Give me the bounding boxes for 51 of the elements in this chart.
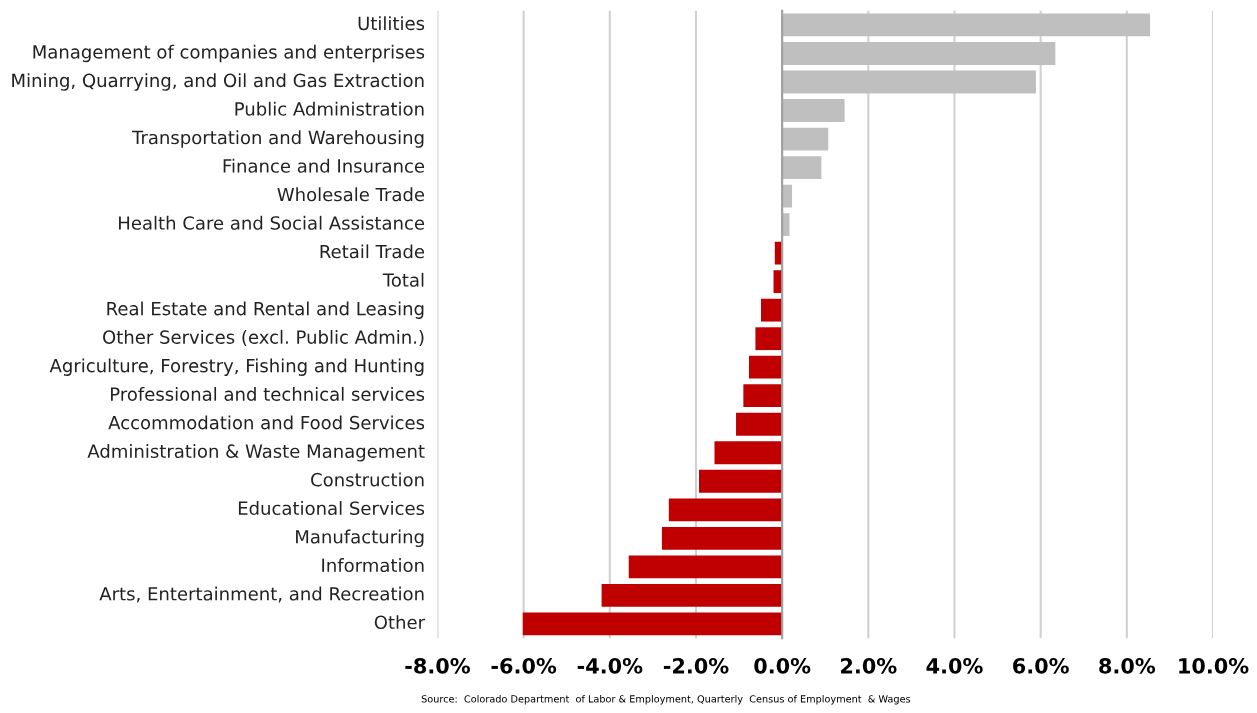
- y-tick-label: Educational Services: [238, 501, 425, 516]
- bar: [522, 612, 783, 636]
- bar: [714, 441, 783, 465]
- bar: [782, 70, 1036, 94]
- bar: [782, 13, 1151, 37]
- y-tick-label: Management of companies and enterprises: [33, 44, 425, 63]
- y-tick-label: Manufacturing: [296, 529, 424, 548]
- y-tick-label: Utilities: [358, 16, 425, 31]
- y-tick-label: Information: [322, 558, 424, 573]
- bar: [736, 412, 783, 436]
- bar: [668, 498, 783, 522]
- bar: [782, 156, 822, 179]
- x-tick-label: -6.0%: [491, 657, 557, 674]
- x-tick-label: -2.0%: [663, 657, 729, 674]
- y-tick-label: Accommodation and Food Services: [108, 415, 425, 430]
- bar: [782, 42, 1056, 65]
- y-tick-label: Finance and Insurance: [223, 158, 425, 173]
- y-tick-label: Real Estate and Rental and Leasing: [107, 301, 424, 319]
- bar: [661, 526, 783, 550]
- bar: [743, 384, 783, 408]
- x-tick-label: 10.0%: [1179, 657, 1249, 674]
- x-tick-label: -8.0%: [405, 657, 470, 674]
- bar: [748, 355, 783, 379]
- bar: [761, 298, 783, 322]
- y-tick-label: Arts, Entertainment, and Recreation: [99, 586, 424, 603]
- x-tick-label: 6.0%: [1013, 657, 1069, 674]
- y-tick-label: Other: [374, 615, 426, 630]
- y-tick-label: Retail Trade: [320, 244, 425, 259]
- x-tick-label: 2.0%: [841, 657, 897, 674]
- x-tick-label: 0.0%: [754, 657, 811, 674]
- y-tick-label: Public Administration: [235, 101, 424, 116]
- y-tick-label: Agriculture, Forestry, Fishing and Hunting: [49, 358, 424, 376]
- bar: [755, 327, 783, 351]
- bar: [698, 469, 783, 493]
- bar: [601, 583, 783, 607]
- y-tick-label: Other Services (excl. Public Admin.): [103, 329, 424, 347]
- source-note: Source: Colorado Department of Labor & Employment, Quarterly Census of Employment & Wages: [421, 695, 911, 705]
- y-tick-label: Professional and technical services: [111, 386, 425, 401]
- y-tick-label: Health Care and Social Assistance: [119, 215, 425, 230]
- y-tick-label: Construction: [311, 472, 424, 487]
- bar: [628, 555, 783, 579]
- x-tick-label: 8.0%: [1099, 657, 1156, 674]
- bar: [782, 127, 829, 151]
- y-tick-label: Administration & Waste Management: [87, 444, 425, 462]
- y-tick-label: Total: [382, 272, 424, 287]
- x-tick-label: 4.0%: [926, 657, 983, 674]
- y-tick-label: Wholesale Trade: [277, 187, 425, 202]
- y-tick-label: Transportation and Warehousing: [132, 130, 424, 148]
- bar: [782, 99, 845, 122]
- y-tick-label: Mining, Quarrying, and Oil and Gas Extraction: [12, 73, 424, 91]
- x-tick-label: -4.0%: [577, 657, 643, 674]
